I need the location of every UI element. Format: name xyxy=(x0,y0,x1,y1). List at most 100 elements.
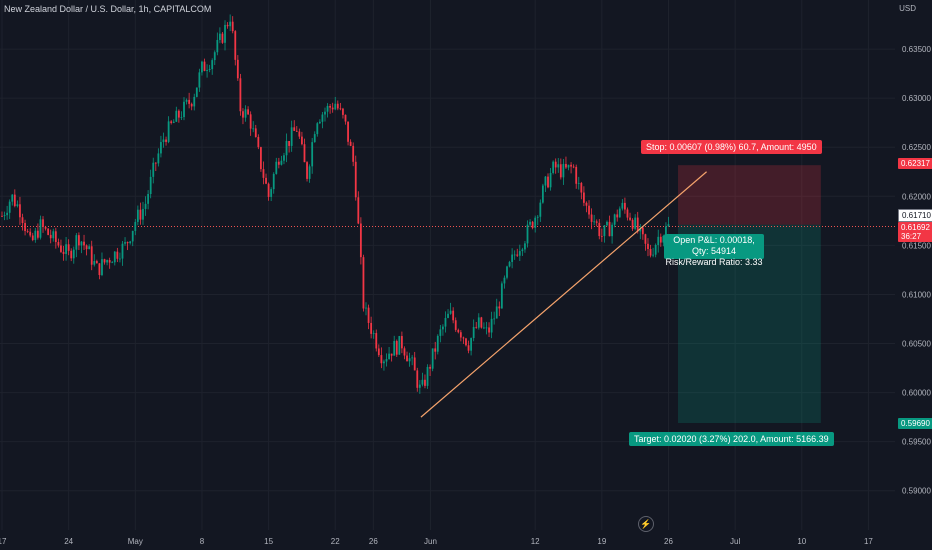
candle-body xyxy=(236,59,239,79)
candle-body xyxy=(175,110,178,122)
candle-body xyxy=(249,114,252,129)
candle-body xyxy=(36,230,39,238)
stop-zone[interactable] xyxy=(678,165,821,225)
candle-body xyxy=(16,204,19,207)
candle-body xyxy=(582,192,585,203)
candle-body xyxy=(421,379,424,385)
candle-body xyxy=(303,144,306,163)
candle-body xyxy=(39,219,42,238)
candle-body xyxy=(54,231,57,243)
candle-body xyxy=(3,215,6,217)
candle-body xyxy=(216,39,219,53)
candle-body xyxy=(208,69,211,71)
candle-body xyxy=(649,248,652,256)
time-tick-label: 10 xyxy=(797,537,806,546)
candle-body xyxy=(154,162,157,164)
candle-body xyxy=(311,142,314,167)
candle-body xyxy=(618,208,621,218)
candle-body xyxy=(313,134,316,143)
candle-body xyxy=(498,306,501,309)
candle-body xyxy=(375,333,378,349)
price-tick-label: 0.60000 xyxy=(902,389,931,398)
price-tick-label: 0.59500 xyxy=(902,438,931,447)
candle-body xyxy=(252,128,255,130)
time-tick-label: May xyxy=(128,537,143,546)
price-tick-label: 0.59000 xyxy=(902,487,931,496)
candle-body xyxy=(457,329,460,333)
candle-body xyxy=(339,108,342,110)
price-axis: 0.63500 0.63000 0.62500 0.62000 0.61500 0.610… xyxy=(902,45,931,496)
candle-body xyxy=(372,333,375,334)
candle-body xyxy=(257,137,260,148)
candle-body xyxy=(262,169,265,178)
candle-body xyxy=(624,202,626,210)
candle-body xyxy=(152,162,155,177)
candle-body xyxy=(247,109,249,115)
candle-body xyxy=(603,225,606,237)
candle-body xyxy=(334,103,337,110)
trendline[interactable] xyxy=(420,171,707,418)
candle-body xyxy=(103,259,106,263)
candle-body xyxy=(411,357,414,359)
candle-body xyxy=(665,226,667,236)
time-axis: 17 24 May 8 15 22 26 Jun 12 19 26 Jul 10 17 xyxy=(0,537,873,546)
candle-body xyxy=(408,358,411,362)
candle-body xyxy=(90,246,93,265)
candle-body xyxy=(213,52,216,61)
candle-body xyxy=(260,147,262,170)
candle-body xyxy=(600,236,603,237)
candle-body xyxy=(470,338,473,351)
candle-body xyxy=(234,31,237,60)
candle-body xyxy=(365,307,367,309)
candle-body xyxy=(142,208,144,220)
candle-body xyxy=(80,241,83,246)
candle-body xyxy=(72,249,75,259)
candle-body xyxy=(201,61,203,73)
candle-body xyxy=(493,318,496,320)
candle-body xyxy=(611,224,613,237)
candle-body xyxy=(231,21,234,32)
candle-body xyxy=(324,111,326,115)
candle-body xyxy=(218,33,221,40)
candle-body xyxy=(621,202,624,209)
candle-body xyxy=(565,163,567,168)
candle-body xyxy=(580,182,583,193)
candle-body xyxy=(265,177,267,184)
lightning-icon[interactable]: ⚡ xyxy=(638,516,654,532)
candle-body xyxy=(654,244,657,255)
candle-body xyxy=(477,317,480,328)
candle-body xyxy=(101,259,103,276)
candle-body xyxy=(185,99,188,102)
candle-body xyxy=(44,226,47,229)
candle-body xyxy=(641,227,644,235)
candle-body xyxy=(78,235,80,246)
candle-body xyxy=(29,231,32,236)
candle-body xyxy=(539,202,542,217)
candle-body xyxy=(503,277,506,284)
candle-body xyxy=(436,335,439,352)
candle-body xyxy=(657,236,660,245)
price-tick-label: 0.61500 xyxy=(902,241,931,250)
candle-body xyxy=(162,139,165,143)
candle-body xyxy=(13,194,16,207)
candle-body xyxy=(575,166,578,184)
candle-body xyxy=(454,320,457,330)
last-price-tag: 0.61692 36:27 xyxy=(898,222,932,242)
candle-body xyxy=(626,209,629,218)
candle-body xyxy=(472,326,475,339)
currency-unit: USD xyxy=(899,4,916,13)
candle-body xyxy=(75,235,78,250)
price-tick-label: 0.60500 xyxy=(902,340,931,349)
candle-body xyxy=(31,235,34,241)
candle-body xyxy=(395,340,398,355)
candle-body xyxy=(483,327,485,329)
candle-body xyxy=(126,242,129,244)
candle-body xyxy=(285,141,288,156)
candle-body xyxy=(357,197,360,224)
candle-body xyxy=(331,107,334,110)
candle-body xyxy=(318,121,321,124)
candle-body xyxy=(495,306,498,319)
candle-body xyxy=(193,96,196,107)
candle-body xyxy=(534,217,537,228)
